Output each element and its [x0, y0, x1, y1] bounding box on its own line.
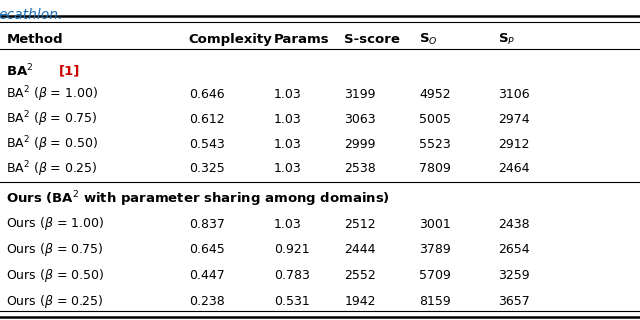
Text: $\mathbf{S}_{P}$: $\mathbf{S}_{P}$ [498, 31, 515, 47]
Text: 1.03: 1.03 [274, 138, 301, 150]
Text: 2444: 2444 [344, 243, 376, 256]
Text: 1.03: 1.03 [274, 113, 301, 125]
Text: 5005: 5005 [419, 113, 451, 125]
Text: 3199: 3199 [344, 88, 376, 101]
Text: 3001: 3001 [419, 218, 451, 230]
Text: 0.325: 0.325 [189, 163, 225, 175]
Text: 3063: 3063 [344, 113, 376, 125]
Text: 4952: 4952 [419, 88, 451, 101]
Text: BA$^2$: BA$^2$ [6, 63, 35, 79]
Text: 0.238: 0.238 [189, 295, 225, 308]
Text: 2538: 2538 [344, 163, 376, 175]
Text: BA$^2$ ($\beta$ = 0.25): BA$^2$ ($\beta$ = 0.25) [6, 159, 98, 179]
Text: 5523: 5523 [419, 138, 451, 150]
Text: 0.612: 0.612 [189, 113, 225, 125]
Text: 0.543: 0.543 [189, 138, 225, 150]
Text: 3106: 3106 [498, 88, 529, 101]
Text: 3657: 3657 [498, 295, 530, 308]
Text: 0.447: 0.447 [189, 269, 225, 282]
Text: 3259: 3259 [498, 269, 529, 282]
Text: 8159: 8159 [419, 295, 451, 308]
Text: 2464: 2464 [498, 163, 529, 175]
Text: 2999: 2999 [344, 138, 376, 150]
Text: BA$^2$ ($\beta$ = 0.75): BA$^2$ ($\beta$ = 0.75) [6, 109, 97, 129]
Text: Params: Params [274, 33, 330, 45]
Text: 2512: 2512 [344, 218, 376, 230]
Text: 0.646: 0.646 [189, 88, 225, 101]
Text: 2552: 2552 [344, 269, 376, 282]
Text: 5709: 5709 [419, 269, 451, 282]
Text: 0.531: 0.531 [274, 295, 310, 308]
Text: BA$^2$ ($\beta$ = 1.00): BA$^2$ ($\beta$ = 1.00) [6, 84, 99, 104]
Text: Method: Method [6, 33, 63, 45]
Text: 1.03: 1.03 [274, 88, 301, 101]
Text: 1942: 1942 [344, 295, 376, 308]
Text: 0.921: 0.921 [274, 243, 310, 256]
Text: 0.645: 0.645 [189, 243, 225, 256]
Text: BA$^2$ ($\beta$ = 0.50): BA$^2$ ($\beta$ = 0.50) [6, 134, 99, 154]
Text: 1.03: 1.03 [274, 163, 301, 175]
Text: $\mathbf{S}_{O}$: $\mathbf{S}_{O}$ [419, 31, 438, 47]
Text: 0.837: 0.837 [189, 218, 225, 230]
Text: 7809: 7809 [419, 163, 451, 175]
Text: 1.03: 1.03 [274, 218, 301, 230]
Text: 3789: 3789 [419, 243, 451, 256]
Text: 2654: 2654 [498, 243, 529, 256]
Text: Ours ($\beta$ = 0.50): Ours ($\beta$ = 0.50) [6, 267, 105, 284]
Text: 2974: 2974 [498, 113, 529, 125]
Text: 0.783: 0.783 [274, 269, 310, 282]
Text: 2438: 2438 [498, 218, 529, 230]
Text: [1]: [1] [59, 65, 80, 77]
Text: Complexity: Complexity [189, 33, 273, 45]
Text: Ours ($\beta$ = 0.75): Ours ($\beta$ = 0.75) [6, 241, 104, 258]
Text: Ours (BA$^2$ with parameter sharing among domains): Ours (BA$^2$ with parameter sharing amon… [6, 189, 390, 209]
Text: Ours ($\beta$ = 0.25): Ours ($\beta$ = 0.25) [6, 293, 104, 310]
Text: Ours ($\beta$ = 1.00): Ours ($\beta$ = 1.00) [6, 215, 105, 233]
Text: ecathlon.: ecathlon. [0, 8, 63, 22]
Text: S-score: S-score [344, 33, 400, 45]
Text: 2912: 2912 [498, 138, 529, 150]
